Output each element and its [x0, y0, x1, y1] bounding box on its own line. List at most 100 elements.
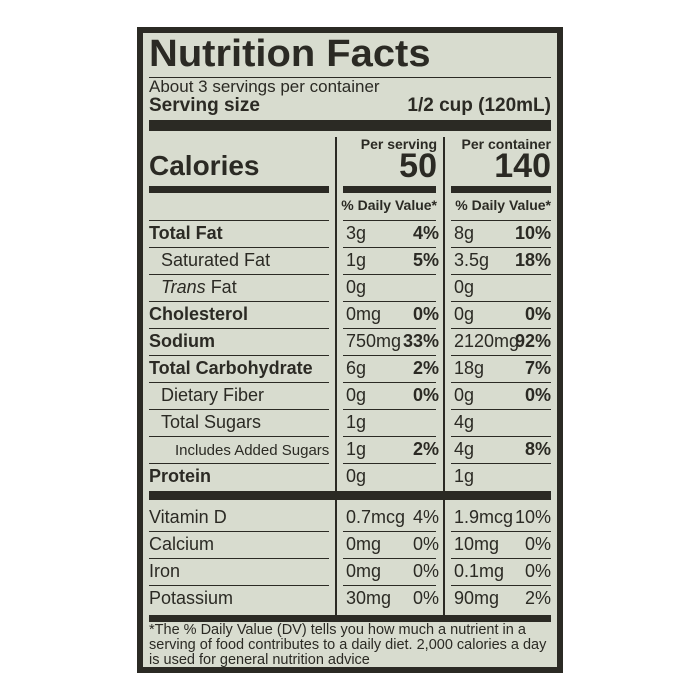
- calories-per-container: 140: [494, 147, 551, 185]
- c-amt: 1.9mcg: [454, 507, 514, 527]
- nutrient-row: Trans Fat 0g 0g: [143, 274, 557, 301]
- c-amt: 0g: [454, 385, 475, 405]
- row-divider: [451, 328, 551, 329]
- row-divider: [149, 409, 329, 410]
- nutrient-name: Dietary Fiber: [161, 385, 265, 405]
- nutrient-row: Sodium 750mg 33% 2120mg 92%: [143, 328, 557, 355]
- dv-header-container: % Daily Value*: [455, 197, 551, 213]
- nutrient-row: Iron 0mg 0% 0.1mg 0%: [143, 558, 557, 585]
- column-divider: [335, 137, 337, 619]
- row-divider: [451, 409, 551, 410]
- c-amt: 10mg: [454, 534, 500, 554]
- footnote: *The % Daily Value (DV) tells you how mu…: [149, 622, 547, 668]
- c-dv: 0%: [524, 385, 551, 405]
- nutrient-row: Vitamin D 0.7mcg 4% 1.9mcg 10%: [143, 504, 557, 531]
- nutrient-name: Total Carbohydrate: [149, 358, 313, 378]
- row-divider: [451, 301, 551, 302]
- c-amt: 3.5g: [454, 250, 490, 270]
- s-amt: 6g: [346, 358, 367, 378]
- nutrient-row: Potassium 30mg 0% 90mg 2%: [143, 585, 557, 612]
- c-dv: 2%: [524, 588, 551, 608]
- nutrient-row: Calcium 0mg 0% 10mg 0%: [143, 531, 557, 558]
- per-container-label: Per container: [461, 136, 551, 152]
- row-divider: [149, 328, 329, 329]
- row-divider: [149, 558, 329, 559]
- row-divider: [149, 247, 329, 248]
- row-divider: [343, 463, 436, 464]
- nutrient-row: Protein 0g 1g: [143, 463, 557, 490]
- nutrient-name: Sodium: [149, 331, 215, 351]
- calories-label: Calories: [149, 150, 260, 181]
- c-dv: 10%: [514, 507, 551, 527]
- s-amt: 750mg: [346, 331, 402, 351]
- s-dv: 0%: [412, 561, 439, 581]
- nutrient-name: Saturated Fat: [161, 250, 271, 270]
- nutrient-name: Iron: [149, 561, 181, 581]
- row-divider: [343, 436, 436, 437]
- row-divider: [451, 558, 551, 559]
- c-dv: 10%: [514, 223, 551, 243]
- row-divider: [451, 436, 551, 437]
- row-divider: [343, 409, 436, 410]
- dv-header-serving: % Daily Value*: [341, 197, 437, 213]
- row-divider: [451, 531, 551, 532]
- calories-bar: [451, 186, 551, 193]
- s-dv: 4%: [412, 223, 439, 243]
- s-amt: 0mg: [346, 534, 382, 554]
- calories-bar: [343, 186, 436, 193]
- s-dv: 0%: [412, 304, 439, 324]
- row-divider: [451, 274, 551, 275]
- row-divider: [343, 220, 436, 221]
- row-divider: [149, 220, 329, 221]
- servings-per-container: About 3 servings per container: [149, 77, 380, 96]
- row-divider: [343, 301, 436, 302]
- c-dv: 8%: [524, 439, 551, 459]
- nutrient-row: Total Sugars 1g 4g: [143, 409, 557, 436]
- row-divider: [343, 355, 436, 356]
- serving-size-label: Serving size: [149, 95, 260, 116]
- divider: [149, 77, 551, 78]
- row-divider: [343, 531, 436, 532]
- s-amt: 0.7mcg: [346, 507, 406, 527]
- row-divider: [149, 436, 329, 437]
- nutrient-name: Trans Fat: [161, 277, 237, 297]
- c-amt: 4g: [454, 439, 475, 459]
- nutrient-name: Protein: [149, 466, 212, 486]
- calories-bar: [149, 186, 329, 193]
- s-amt: 1g: [346, 412, 367, 432]
- nutrient-row: Saturated Fat 1g 5% 3.5g 18%: [143, 247, 557, 274]
- nutrient-name: Calcium: [149, 534, 215, 554]
- per-serving-label: Per serving: [360, 136, 437, 152]
- row-divider: [149, 463, 329, 464]
- s-dv: 0%: [412, 385, 439, 405]
- nutrient-row: Total Fat 3g 4% 8g 10%: [143, 220, 557, 247]
- nutrient-row: Total Carbohydrate 6g 2% 18g 7%: [143, 355, 557, 382]
- s-amt: 0g: [346, 277, 367, 297]
- c-amt: 4g: [454, 412, 475, 432]
- calories-per-serving: 50: [399, 147, 437, 185]
- c-amt: 1g: [454, 466, 475, 486]
- s-amt: 1g: [346, 250, 367, 270]
- row-divider: [149, 274, 329, 275]
- c-dv: 18%: [514, 250, 551, 270]
- row-divider: [343, 558, 436, 559]
- row-divider: [343, 382, 436, 383]
- c-dv: 7%: [524, 358, 551, 378]
- row-divider: [451, 382, 551, 383]
- thick-divider: [149, 491, 551, 500]
- nutrient-row: Dietary Fiber 0g 0% 0g 0%: [143, 382, 557, 409]
- nutrient-row: Cholesterol 0mg 0% 0g 0%: [143, 301, 557, 328]
- label-title: Nutrition Facts: [149, 33, 431, 75]
- s-amt: 30mg: [346, 588, 392, 608]
- nutrient-row: Includes Added Sugars 1g 2% 4g 8%: [143, 436, 557, 463]
- row-divider: [451, 247, 551, 248]
- row-divider: [149, 355, 329, 356]
- nutrient-name: Total Fat: [149, 223, 223, 243]
- row-divider: [343, 274, 436, 275]
- serving-size-value: 1/2 cup (120mL): [407, 95, 551, 116]
- nutrition-facts-label: Nutrition Facts About 3 servings per con…: [137, 27, 563, 673]
- row-divider: [343, 585, 436, 586]
- s-amt: 0mg: [346, 561, 382, 581]
- c-amt: 0g: [454, 304, 475, 324]
- s-amt: 0mg: [346, 304, 382, 324]
